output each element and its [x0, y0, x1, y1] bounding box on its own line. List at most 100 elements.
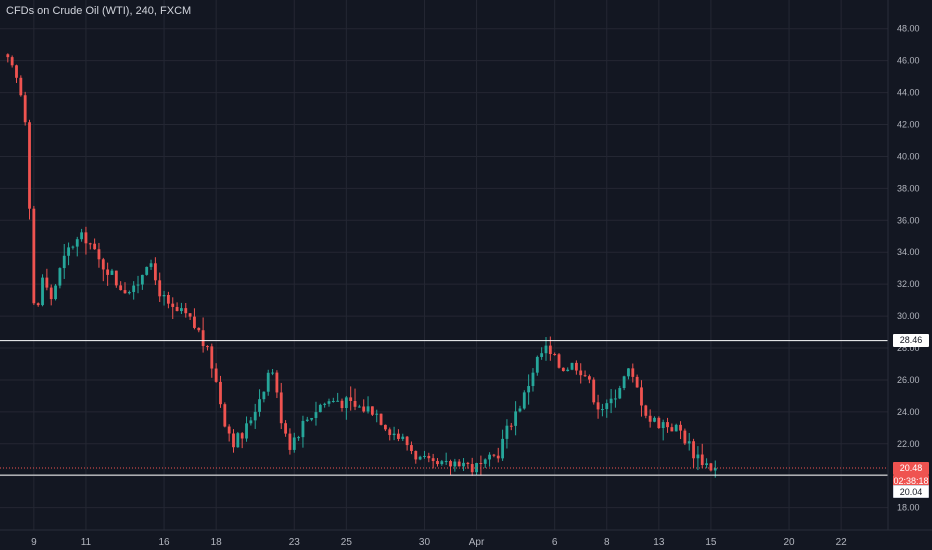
candle-body [310, 417, 314, 420]
candle-body [301, 420, 305, 438]
candle-body [614, 398, 617, 400]
candle-body [657, 417, 661, 429]
candle-body [193, 316, 196, 328]
candle-body [206, 346, 209, 348]
candle-body [162, 294, 166, 297]
candle-body [457, 461, 461, 467]
candle-body [653, 417, 656, 422]
candle-body [32, 208, 36, 304]
candle-body [357, 406, 361, 408]
candle-body [674, 424, 678, 432]
candle-body [123, 290, 127, 294]
candle-body [253, 411, 257, 421]
candle-body [466, 462, 470, 465]
y-tick-label: 42.00 [897, 120, 920, 130]
candle-body [375, 413, 379, 415]
candle-body [509, 425, 513, 427]
candle-body [236, 433, 240, 448]
y-tick-label: 36.00 [897, 215, 920, 225]
candle-body [275, 372, 279, 393]
y-tick-label: 24.00 [897, 407, 920, 417]
candle-body [340, 400, 344, 409]
candle-body [175, 306, 179, 312]
level-low-price-tag: 20.04 [893, 484, 929, 498]
candle-body [336, 400, 340, 402]
candle-body [49, 287, 53, 300]
candle-body [266, 372, 270, 392]
level-high-price-tag: 28.46 [893, 334, 929, 348]
candle-body [470, 464, 474, 473]
candle-body [327, 401, 331, 404]
horizontal-levels[interactable] [0, 340, 888, 476]
x-tick-label: 13 [653, 537, 665, 548]
candle-body [28, 122, 31, 209]
candle-body [158, 280, 162, 297]
candle-body [462, 462, 465, 467]
candle-body [197, 327, 201, 331]
candle-body [62, 255, 66, 269]
y-tick-label: 46.00 [897, 56, 920, 66]
candle-body [166, 294, 170, 304]
y-tick-label: 30.00 [897, 311, 920, 321]
candle-body [601, 409, 604, 411]
candle-body [436, 461, 439, 465]
candle-body [548, 345, 552, 355]
candle-body [80, 232, 84, 240]
candle-body [262, 391, 266, 400]
x-tick-label: 9 [31, 537, 37, 548]
candle-body [245, 423, 248, 439]
candle-body [101, 259, 105, 270]
y-tick-label: 40.00 [897, 151, 920, 161]
candle-body [119, 285, 123, 291]
candle-body [132, 285, 136, 293]
candle-body [288, 433, 292, 450]
candle-body [670, 427, 674, 432]
candle-body [110, 270, 114, 275]
chart-title: CFDs on Crude Oil (WTI), 240, FXCM [6, 5, 192, 17]
candle-body [23, 95, 27, 123]
y-tick-label: 28.00 [897, 343, 920, 353]
candle-body [501, 438, 505, 459]
y-tick-label: 48.00 [897, 24, 920, 34]
candle-body [201, 330, 205, 347]
candle-body [544, 345, 548, 354]
candle-body [705, 463, 708, 466]
candle-body [479, 463, 483, 465]
candle-body [592, 379, 596, 403]
time-axis[interactable]: 9 11 16 18 23 25 30 Apr 6 8 13 15 20 22 [31, 537, 847, 548]
candle-body [19, 77, 23, 96]
candle-body [36, 303, 40, 306]
candle-body [566, 369, 570, 372]
candle-body [574, 362, 578, 371]
candle-body [683, 430, 687, 444]
candle-body [145, 266, 149, 275]
candle-body [353, 400, 357, 407]
candle-body [596, 402, 600, 410]
candle-body [140, 274, 144, 285]
y-tick-label: 32.00 [897, 279, 920, 289]
candle-body [75, 239, 79, 247]
candle-body [184, 308, 188, 314]
candle-body [496, 455, 500, 459]
candle-body [570, 362, 574, 370]
candle-body [314, 412, 318, 418]
candle-body [271, 372, 274, 374]
candle-body [392, 433, 396, 436]
last-price-tag: 20.48 [893, 461, 929, 475]
y-tick-label: 38.00 [897, 183, 920, 193]
candle-body [587, 376, 591, 380]
candle-body [648, 415, 652, 422]
candle-body [418, 456, 422, 460]
candle-body [232, 433, 235, 448]
candle-body [635, 376, 639, 388]
x-tick-label: 8 [604, 537, 610, 548]
x-tick-label: 25 [341, 537, 353, 548]
candle-body [71, 246, 75, 248]
candle-body [223, 404, 227, 427]
candle-body [522, 392, 526, 409]
x-tick-label: Apr [469, 537, 485, 548]
candle-body [67, 247, 70, 256]
x-tick-label: 6 [552, 537, 558, 548]
candle-body [449, 461, 452, 467]
